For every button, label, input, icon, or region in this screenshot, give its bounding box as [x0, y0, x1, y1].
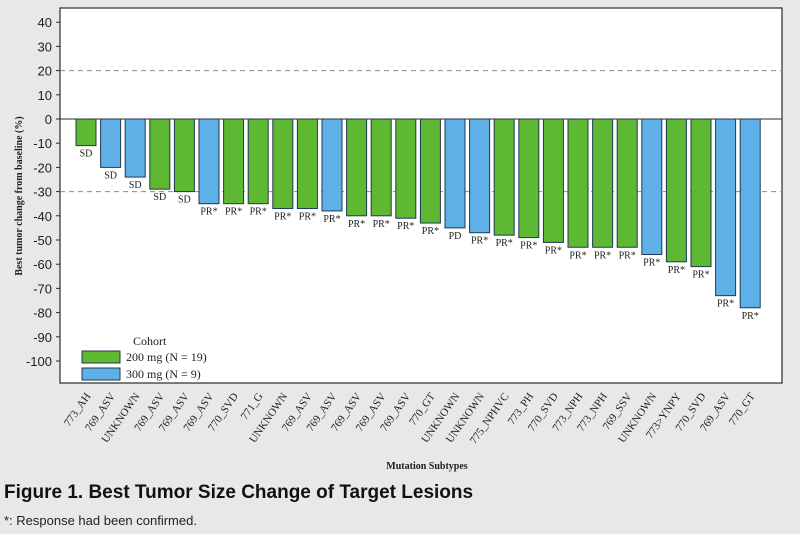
y-tick-label: 10	[38, 88, 52, 103]
y-axis-title: Best tumor change from baseline (%)	[14, 116, 25, 275]
y-tick-label: -20	[33, 160, 52, 175]
response-label: PR*	[742, 311, 759, 322]
bar	[665, 118, 687, 263]
response-label: PR*	[225, 207, 242, 218]
y-tick-label: -100	[26, 354, 52, 369]
response-label: PR*	[594, 250, 611, 261]
legend-swatch	[81, 350, 121, 364]
bar	[370, 118, 392, 217]
y-axis-ticks: 40 30 20 10 0 -10 -20 -30 -40 -50 -60 -70 -80 -90 -100	[26, 15, 60, 369]
response-label: PR*	[348, 219, 365, 230]
legend-label: 200 mg (N = 19)	[126, 350, 207, 364]
response-label: PR*	[668, 265, 685, 276]
response-labels: SD SD SD SD SD PR* PR* PR* PR* PR* PR* PR* PR* PR* PR*…	[80, 149, 759, 322]
bar	[198, 118, 220, 205]
figure-title: Figure 1. Best Tumor Size Change of Targ…	[4, 482, 474, 503]
bar	[272, 118, 294, 210]
bar	[419, 118, 441, 224]
response-label: SD	[80, 149, 93, 160]
response-label: SD	[104, 170, 117, 181]
y-tick-label: 0	[45, 112, 52, 127]
bar	[739, 118, 761, 309]
y-tick-label: -90	[33, 330, 52, 345]
y-tick-label: -70	[33, 281, 52, 296]
response-label: PR*	[692, 270, 709, 281]
response-label: SD	[178, 195, 191, 206]
y-tick-label: 30	[38, 39, 52, 54]
bar	[469, 118, 491, 234]
bar	[518, 118, 540, 239]
bar	[247, 118, 269, 205]
response-label: PR*	[643, 258, 660, 269]
response-label: PR*	[373, 219, 390, 230]
y-tick-label: -10	[33, 136, 52, 151]
response-label: SD	[153, 192, 166, 203]
bar	[75, 118, 97, 147]
bar	[592, 118, 614, 248]
response-label: PR*	[274, 212, 291, 223]
bar	[542, 118, 564, 243]
response-label: PR*	[520, 241, 537, 252]
response-label: PD	[449, 231, 462, 242]
bar	[223, 118, 245, 205]
response-label: PR*	[545, 245, 562, 256]
bar	[395, 118, 417, 219]
y-tick-label: -50	[33, 233, 52, 248]
y-tick-label: 20	[38, 64, 52, 79]
bar	[641, 118, 663, 256]
bar	[100, 118, 122, 168]
bar	[444, 118, 466, 229]
bar	[715, 118, 737, 297]
response-label: PR*	[569, 250, 586, 261]
category-label: 770_GT	[727, 391, 758, 428]
figure-footnote: *: Response had been confirmed.	[4, 513, 197, 528]
response-label: PR*	[471, 236, 488, 247]
response-label: PR*	[323, 214, 340, 225]
response-label: PR*	[619, 250, 636, 261]
response-label: PR*	[299, 212, 316, 223]
bar	[616, 118, 638, 248]
legend: Cohort 200 mg (N = 19) 300 mg (N = 9)	[81, 334, 207, 381]
bar	[690, 118, 712, 268]
bar	[124, 118, 146, 178]
response-label: SD	[129, 180, 142, 191]
bar	[567, 118, 589, 248]
x-axis-title: Mutation Subtypes	[386, 461, 468, 472]
bar	[493, 118, 515, 236]
bar	[173, 118, 195, 193]
response-label: PR*	[397, 221, 414, 232]
legend-label: 300 mg (N = 9)	[126, 367, 201, 381]
legend-swatch	[81, 367, 121, 381]
response-label: PR*	[496, 238, 513, 249]
category-labels: 773_AH769_ASVUNKNOWN769_ASV769_ASV769_AS…	[62, 391, 758, 447]
y-tick-label: 40	[38, 15, 52, 30]
response-label: PR*	[250, 207, 267, 218]
y-tick-label: -40	[33, 209, 52, 224]
y-tick-label: -80	[33, 306, 52, 321]
bar	[346, 118, 368, 217]
y-tick-label: -30	[33, 185, 52, 200]
y-tick-label: -60	[33, 257, 52, 272]
bars	[75, 118, 761, 309]
response-label: PR*	[717, 299, 734, 310]
bar	[321, 118, 343, 212]
response-label: PR*	[422, 226, 439, 237]
response-label: PR*	[200, 207, 217, 218]
bar	[149, 118, 171, 190]
bar	[296, 118, 318, 210]
legend-title: Cohort	[133, 334, 167, 348]
